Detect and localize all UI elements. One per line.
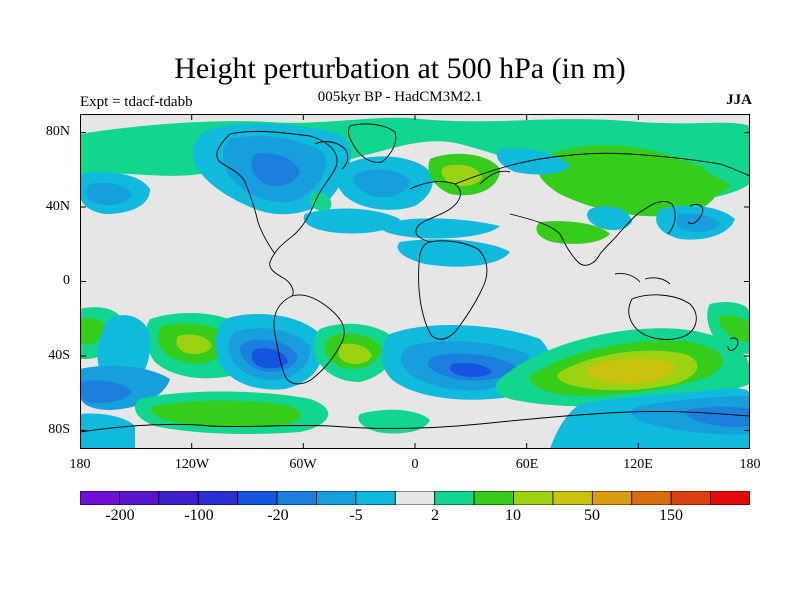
lat-label-80n: 80N xyxy=(45,124,70,139)
coastlines xyxy=(80,123,750,433)
colorbar-box xyxy=(434,491,475,505)
colorbar-box xyxy=(316,491,357,505)
experiment-label: Expt = tdacf-tdabb xyxy=(80,94,193,110)
colorbar-box xyxy=(710,491,750,505)
colorbar-box xyxy=(591,491,633,505)
colorbar-box xyxy=(276,491,317,505)
colorbar-box xyxy=(394,491,436,505)
colorbar-box xyxy=(158,491,199,505)
map-ticks xyxy=(80,114,750,449)
colorbar-label: 10 xyxy=(505,507,521,524)
lon-label-60w: 60W xyxy=(289,457,317,472)
lat-label-80s: 80S xyxy=(48,422,70,437)
lon-label-120e: 120E xyxy=(623,457,653,472)
lon-label-180e: 180 xyxy=(739,457,761,472)
colorbar-box xyxy=(119,491,160,505)
lat-label-40s: 40S xyxy=(48,348,70,363)
lon-label-120w: 120W xyxy=(174,457,210,472)
height-perturbation-map xyxy=(80,114,750,449)
colorbar-box xyxy=(197,491,239,505)
lon-label-180w: 180 xyxy=(69,457,91,472)
colorbar-label: -100 xyxy=(184,507,214,524)
map-subtitle: 005kyr BP - HadCM3M2.1 xyxy=(317,89,483,105)
lat-label-40n: 40N xyxy=(45,199,70,214)
colorbar-label: 50 xyxy=(584,507,600,524)
colorbar-label: -5 xyxy=(349,507,363,524)
colorbar-label: 2 xyxy=(431,507,439,524)
contour-field xyxy=(80,114,750,449)
colorbar-box xyxy=(513,491,554,505)
season-label: JJA xyxy=(726,92,752,108)
colorbar-box xyxy=(80,491,120,505)
lon-label-0: 0 xyxy=(411,457,419,472)
colorbar-label: -20 xyxy=(267,507,289,524)
colorbar-label: -200 xyxy=(105,507,135,524)
colorbar-box xyxy=(237,491,278,505)
colorbar-box xyxy=(473,491,514,505)
colorbar-box xyxy=(631,491,672,505)
map-title: Height perturbation at 500 hPa (in m) xyxy=(174,52,626,85)
colorbar xyxy=(80,491,750,505)
lat-label-eq: 0 xyxy=(63,273,70,288)
colorbar-box xyxy=(355,491,396,505)
lon-label-60e: 60E xyxy=(515,457,539,472)
colorbar-label: 150 xyxy=(659,507,683,524)
colorbar-box xyxy=(552,491,593,505)
colorbar-box xyxy=(670,491,711,505)
